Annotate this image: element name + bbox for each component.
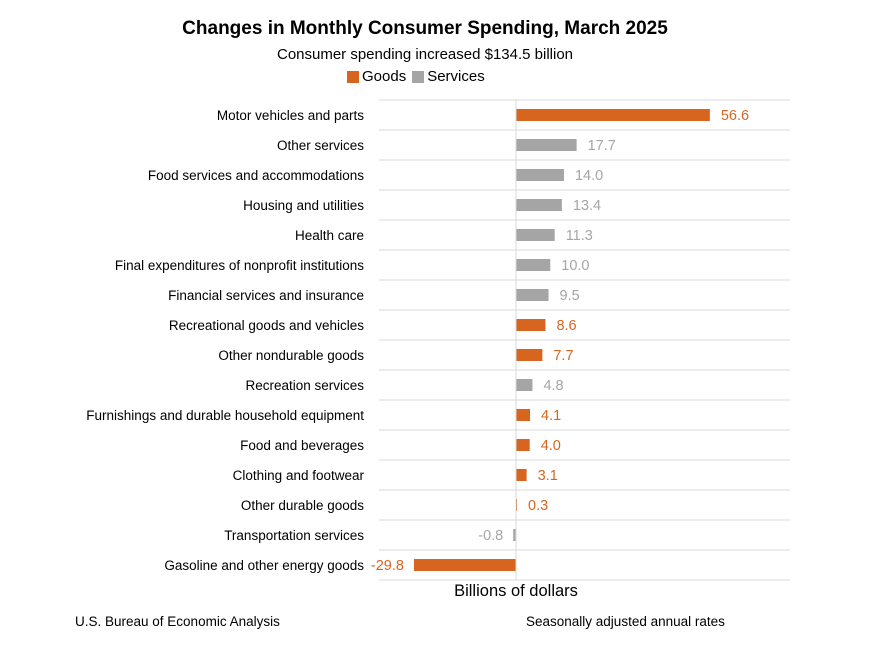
category-label: Transportation services	[224, 528, 364, 543]
bar	[516, 259, 551, 271]
category-label: Final expenditures of nonprofit institut…	[115, 258, 364, 273]
bar	[513, 529, 516, 541]
bar	[516, 169, 564, 181]
bar	[516, 469, 527, 481]
data-label: 17.7	[588, 138, 616, 154]
category-label: Furnishings and durable household equipm…	[86, 408, 364, 423]
bar	[516, 349, 543, 361]
bar	[516, 229, 555, 241]
bar	[516, 139, 577, 151]
data-label: -0.8	[478, 528, 503, 544]
data-label: 0.3	[528, 498, 548, 514]
legend-swatch-services	[412, 70, 425, 83]
bar	[516, 439, 530, 451]
legend-item-services: Services	[412, 68, 485, 85]
data-label: 3.1	[538, 468, 558, 484]
data-label: 9.5	[560, 288, 580, 304]
category-label: Other durable goods	[241, 498, 364, 513]
category-label: Recreational goods and vehicles	[169, 318, 364, 333]
data-label: 14.0	[575, 168, 603, 184]
bar	[516, 199, 562, 211]
legend-item-goods: Goods	[347, 68, 406, 85]
chart-title: Changes in Monthly Consumer Spending, Ma…	[182, 18, 668, 39]
legend-swatch-goods	[347, 70, 359, 83]
bar	[516, 109, 710, 121]
data-label: -29.8	[371, 558, 404, 574]
chart-legend: Goods Services	[347, 68, 491, 85]
data-label: 4.8	[543, 378, 563, 394]
category-label: Recreation services	[245, 378, 364, 393]
data-label: 11.3	[566, 228, 593, 244]
category-label: Financial services and insurance	[168, 288, 364, 303]
category-label: Motor vehicles and parts	[217, 108, 364, 123]
data-label: 4.1	[541, 408, 561, 424]
rate-note: Seasonally adjusted annual rates	[526, 614, 725, 629]
data-label: 4.0	[541, 438, 561, 454]
legend-label-services: Services	[427, 68, 485, 85]
bar	[516, 289, 549, 301]
bar	[516, 319, 546, 331]
data-label: 8.6	[556, 318, 576, 334]
x-axis-label: Billions of dollars	[454, 582, 578, 600]
bar	[413, 559, 516, 571]
data-label: 56.6	[721, 108, 749, 124]
data-label: 10.0	[561, 258, 589, 274]
data-label: 7.7	[553, 348, 573, 364]
source-note: U.S. Bureau of Economic Analysis	[75, 614, 280, 629]
bar	[516, 379, 533, 391]
category-label: Food services and accommodations	[148, 168, 364, 183]
bar	[516, 409, 531, 421]
category-label: Gasoline and other energy goods	[164, 558, 364, 573]
chart-subtitle: Consumer spending increased $134.5 billi…	[276, 46, 574, 63]
category-label: Other nondurable goods	[218, 348, 364, 363]
legend-label-goods: Goods	[362, 68, 407, 85]
bar	[516, 499, 518, 511]
category-label: Housing and utilities	[243, 198, 364, 213]
category-label: Clothing and footwear	[233, 468, 365, 483]
category-label: Other services	[277, 138, 364, 153]
data-label: 13.4	[573, 198, 601, 214]
category-label: Food and beverages	[240, 438, 364, 453]
category-label: Health care	[295, 228, 364, 243]
